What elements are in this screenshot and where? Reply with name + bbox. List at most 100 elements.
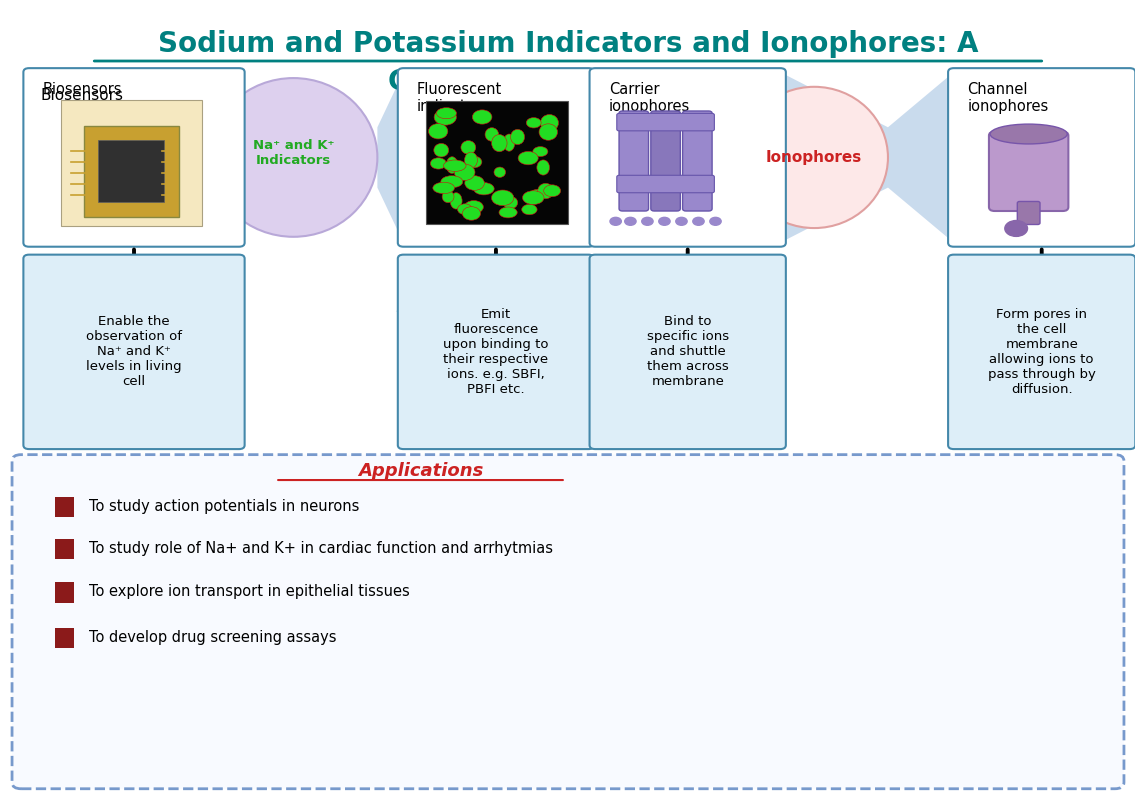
Text: Form pores in
the cell
membrane
allowing ions to
pass through by
diffusion.: Form pores in the cell membrane allowing… (988, 308, 1095, 396)
FancyBboxPatch shape (398, 68, 594, 246)
FancyBboxPatch shape (56, 627, 75, 648)
Text: Channel
ionophores: Channel ionophores (968, 82, 1049, 114)
Ellipse shape (442, 191, 454, 203)
Ellipse shape (541, 114, 559, 131)
Ellipse shape (450, 192, 462, 209)
Circle shape (642, 217, 653, 225)
FancyBboxPatch shape (590, 68, 786, 246)
Text: Applications: Applications (358, 462, 483, 479)
Ellipse shape (991, 124, 1067, 144)
Ellipse shape (537, 184, 553, 199)
Ellipse shape (465, 200, 483, 214)
Ellipse shape (518, 151, 538, 165)
Ellipse shape (466, 156, 482, 168)
FancyBboxPatch shape (56, 539, 75, 560)
Ellipse shape (436, 107, 457, 118)
Polygon shape (888, 72, 954, 242)
Ellipse shape (499, 207, 517, 218)
FancyBboxPatch shape (99, 140, 164, 202)
Ellipse shape (433, 182, 454, 194)
Ellipse shape (538, 124, 558, 140)
Polygon shape (588, 72, 741, 242)
Ellipse shape (428, 124, 448, 139)
Ellipse shape (533, 146, 548, 157)
Text: Emit
fluorescence
upon binding to
their respective
ions. e.g. SBFI,
PBFI etc.: Emit fluorescence upon binding to their … (443, 308, 549, 396)
Circle shape (1005, 220, 1028, 236)
Ellipse shape (492, 134, 507, 152)
FancyBboxPatch shape (651, 111, 680, 211)
Circle shape (693, 217, 704, 225)
FancyBboxPatch shape (617, 175, 715, 192)
FancyBboxPatch shape (398, 254, 594, 449)
FancyBboxPatch shape (12, 455, 1124, 789)
Text: To explore ion transport in epithelial tissues: To explore ion transport in epithelial t… (90, 584, 410, 599)
Ellipse shape (494, 167, 506, 177)
Ellipse shape (474, 183, 494, 195)
FancyBboxPatch shape (84, 126, 178, 216)
FancyBboxPatch shape (617, 114, 715, 131)
Ellipse shape (434, 143, 449, 157)
FancyBboxPatch shape (949, 68, 1135, 246)
Circle shape (676, 217, 687, 225)
Ellipse shape (431, 157, 446, 169)
Text: Na⁺ and K⁺
Indicators: Na⁺ and K⁺ Indicators (252, 139, 334, 168)
Ellipse shape (446, 157, 458, 173)
Ellipse shape (531, 189, 543, 200)
Ellipse shape (473, 110, 492, 124)
Circle shape (659, 217, 670, 225)
FancyBboxPatch shape (989, 132, 1068, 211)
FancyBboxPatch shape (56, 497, 75, 518)
Ellipse shape (209, 78, 377, 237)
Ellipse shape (544, 184, 561, 196)
Ellipse shape (503, 134, 515, 151)
FancyBboxPatch shape (949, 254, 1135, 449)
Text: Biosensors: Biosensors (41, 88, 124, 103)
Text: Carrier
ionophores: Carrier ionophores (609, 82, 690, 114)
Ellipse shape (465, 176, 484, 190)
FancyBboxPatch shape (590, 254, 786, 449)
Ellipse shape (485, 128, 499, 142)
Ellipse shape (443, 160, 466, 172)
Ellipse shape (462, 207, 481, 220)
Circle shape (710, 217, 721, 225)
FancyBboxPatch shape (619, 111, 649, 211)
Ellipse shape (521, 204, 537, 215)
Text: To study role of Na+ and K+ in cardiac function and arrhytmias: To study role of Na+ and K+ in cardiac f… (90, 541, 553, 556)
Text: AssayGene: AssayGene (398, 285, 602, 319)
FancyBboxPatch shape (426, 102, 568, 224)
Text: Biosensors: Biosensors (43, 82, 123, 97)
Text: Enable the
observation of
Na⁺ and K⁺
levels in living
cell: Enable the observation of Na⁺ and K⁺ lev… (86, 316, 182, 389)
Text: Sodium and Potassium Indicators and Ionophores: A: Sodium and Potassium Indicators and Iono… (158, 30, 978, 58)
Ellipse shape (526, 118, 541, 128)
Ellipse shape (741, 87, 888, 228)
Polygon shape (209, 72, 239, 242)
Text: Ionophores: Ionophores (766, 150, 862, 165)
Text: To develop drug screening assays: To develop drug screening assays (90, 630, 336, 645)
FancyBboxPatch shape (24, 68, 244, 246)
Ellipse shape (510, 130, 525, 145)
Ellipse shape (461, 141, 476, 154)
Polygon shape (780, 72, 888, 242)
Ellipse shape (441, 176, 462, 188)
Ellipse shape (503, 196, 518, 209)
Text: Fluorescent
indicators: Fluorescent indicators (417, 82, 502, 114)
Ellipse shape (537, 160, 550, 175)
FancyBboxPatch shape (683, 111, 712, 211)
Ellipse shape (454, 164, 475, 180)
Circle shape (625, 217, 636, 225)
Circle shape (610, 217, 621, 225)
FancyBboxPatch shape (61, 100, 201, 226)
FancyBboxPatch shape (56, 583, 75, 603)
Polygon shape (377, 72, 403, 242)
Ellipse shape (458, 204, 473, 215)
Text: To study action potentials in neurons: To study action potentials in neurons (90, 498, 360, 514)
FancyBboxPatch shape (1018, 201, 1039, 224)
Text: Bind to
specific ions
and shuttle
them across
membrane: Bind to specific ions and shuttle them a… (646, 316, 729, 389)
Text: Comprehensive insight: Comprehensive insight (387, 68, 749, 95)
Ellipse shape (434, 109, 457, 125)
FancyBboxPatch shape (24, 254, 244, 449)
Text: Biosensors: Biosensors (92, 150, 175, 165)
Ellipse shape (465, 152, 477, 168)
Ellipse shape (523, 191, 544, 204)
Ellipse shape (492, 190, 513, 206)
